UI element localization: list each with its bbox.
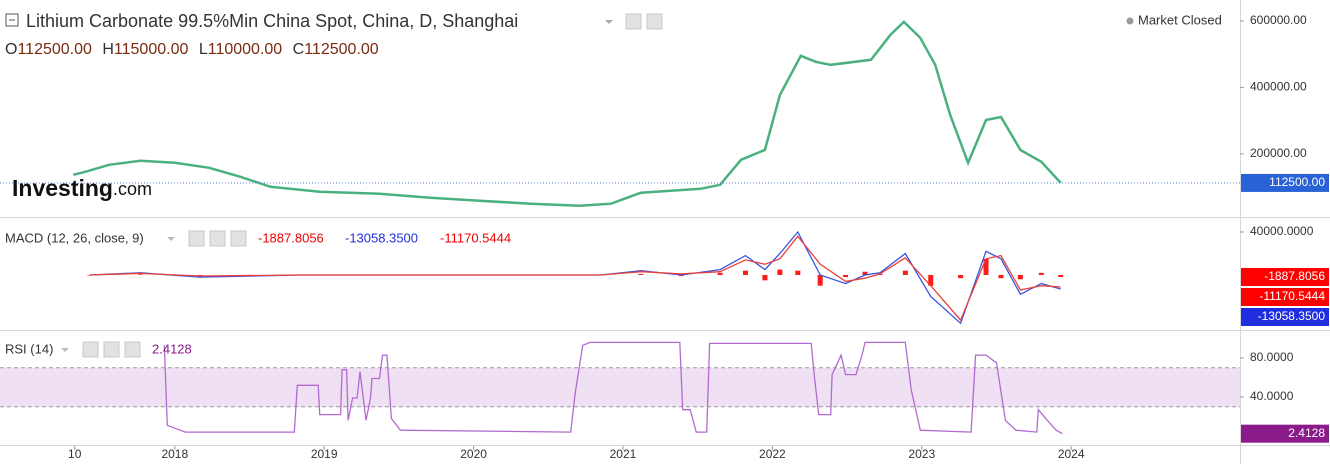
histogram-bar — [958, 274, 964, 279]
collapse-icon[interactable] — [5, 13, 19, 27]
histogram-bar — [638, 273, 644, 275]
x-tick-label: 2021 — [610, 447, 637, 461]
last-value-badge — [1241, 287, 1329, 306]
histogram-bar — [998, 274, 1004, 279]
close-icon[interactable] — [230, 230, 247, 247]
indicator-title: MACD (12, 26, close, 9) — [5, 230, 144, 245]
market-status: Market Closed — [1138, 12, 1222, 27]
ohlc-key: L — [199, 41, 208, 58]
chart-title: Lithium Carbonate 99.5%Min China Spot, C… — [26, 11, 518, 31]
dropdown-icon[interactable] — [61, 348, 69, 352]
series-line — [163, 341, 1063, 435]
histogram-bar — [1038, 272, 1044, 275]
histogram-bar — [928, 274, 934, 286]
last-value-badge — [1241, 267, 1329, 286]
histogram-bar — [137, 274, 143, 275]
last-value-label: -11170.5444 — [1259, 289, 1325, 303]
visibility-icon[interactable] — [188, 230, 205, 247]
last-value-label: -1887.8056 — [1264, 269, 1325, 283]
y-tick-label: 600000.00 — [1250, 13, 1307, 27]
histogram-bar — [1017, 274, 1023, 280]
x-tick-label: 2018 — [161, 447, 188, 461]
rsi-value: 2.4128 — [152, 341, 192, 356]
x-tick-label: 2019 — [311, 447, 338, 461]
last-value-badge — [1241, 307, 1329, 326]
y-tick-label: 80.0000 — [1250, 350, 1294, 364]
histogram-bar — [817, 274, 823, 286]
ohlc-value: 115000.00 — [114, 41, 189, 58]
status-dot — [1126, 17, 1134, 25]
histogram-bar — [742, 270, 748, 275]
histogram-bar — [862, 271, 868, 275]
ohlc-key: C — [293, 41, 305, 58]
rsi-header: RSI (14) 2.4128 — [5, 341, 192, 358]
ohlc: O112500.00 H115000.00 L110000.00 C112500… — [5, 41, 379, 58]
last-value-label: 112500.00 — [1269, 175, 1325, 189]
x-tick-label: 10 — [68, 447, 82, 461]
last-value-badge — [1241, 424, 1329, 443]
ohlc-value: 110000.00 — [208, 41, 283, 58]
x-tick-label: 2024 — [1058, 447, 1085, 461]
series-line — [72, 20, 1062, 207]
last-value-label: 2.4128 — [1288, 426, 1325, 440]
histogram-bar — [1058, 274, 1064, 277]
ohlc-value: 112500.00 — [17, 41, 92, 58]
y-tick-label: 200000.00 — [1250, 146, 1307, 160]
x-tick-label: 2020 — [460, 447, 487, 461]
settings-icon[interactable] — [209, 230, 226, 247]
dropdown-icon[interactable] — [167, 237, 175, 241]
last-value-label: -13058.3500 — [1258, 309, 1326, 323]
histogram-bar — [717, 272, 723, 275]
series-line — [89, 235, 1061, 322]
histogram-bar — [843, 274, 849, 278]
settings-icon[interactable] — [103, 341, 120, 358]
ohlc-key: H — [102, 41, 114, 58]
signal-value: -11170.5444 — [440, 230, 511, 245]
histogram-bar — [762, 274, 768, 281]
x-tick-label: 2022 — [759, 447, 786, 461]
settings-icon[interactable] — [646, 13, 663, 30]
watermark: Investing.com — [12, 175, 152, 201]
y-tick-label: 40000.0000 — [1250, 224, 1314, 238]
macd-header: MACD (12, 26, close, 9) -1887.8056 -1305… — [5, 230, 511, 247]
visibility-icon[interactable] — [625, 13, 642, 30]
indicator-title: RSI (14) — [5, 341, 53, 356]
visibility-icon[interactable] — [82, 341, 99, 358]
ohlc-key: O — [5, 41, 17, 58]
close-icon[interactable] — [124, 341, 141, 358]
ohlc-value: 112500.00 — [304, 41, 379, 58]
histogram-bar — [983, 258, 989, 275]
y-tick-label: 40.0000 — [1250, 389, 1294, 403]
rsi-band — [0, 367, 1240, 407]
macd-value: -13058.3500 — [345, 230, 418, 245]
plot-area: 200000.00 400000.00 600000.00 112500.00 4000… — [0, 13, 1329, 461]
watermark-suffix: .com — [113, 179, 152, 199]
watermark-brand: Investing — [12, 175, 113, 201]
dropdown-icon[interactable] — [605, 20, 613, 24]
histogram-bar — [777, 269, 783, 275]
x-tick-label: 2023 — [908, 447, 935, 461]
histogram-bar — [902, 270, 908, 275]
price-header: Lithium Carbonate 99.5%Min China Spot, C… — [5, 11, 1222, 201]
y-tick-label: 400000.00 — [1250, 80, 1307, 94]
histogram-value: -1887.8056 — [258, 230, 324, 245]
last-value-badge — [1241, 173, 1329, 192]
histogram-bar — [795, 270, 801, 275]
